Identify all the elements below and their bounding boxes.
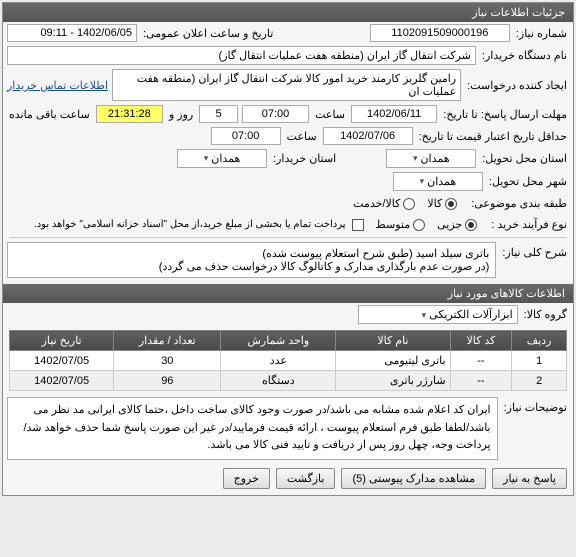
validity-label: حداقل تاریخ اعتبار قیمت تا تاریخ: [417, 130, 569, 143]
radio-goods-label: کالا [427, 197, 442, 210]
need-desc-line2: (در صورت عدم بارگذاری مدارک و کاتالوگ کا… [14, 260, 489, 273]
remaining-days-label: روز و [167, 108, 195, 121]
remaining-suffix: ساعت باقی مانده [7, 108, 92, 121]
panel-title: جزئیات اطلاعات نیاز [3, 3, 573, 22]
row-deadline: مهلت ارسال پاسخ: تا تاریخ: 1402/06/11 سا… [3, 103, 573, 125]
province-buyer-value[interactable]: همدان [177, 149, 267, 168]
deadline-time-label: ساعت [313, 108, 347, 121]
deadline-date: 1402/06/11 [351, 105, 437, 123]
radio-minor-circle [465, 219, 477, 231]
contact-link[interactable]: اطلاعات تماس خریدار [7, 79, 108, 92]
th-4: تعداد / مقدار [114, 331, 221, 351]
city-dest-label: شهر محل تحویل: [487, 175, 569, 188]
need-desc-label: شرح کلی نیاز: [500, 242, 569, 259]
deadline-time: 07:00 [242, 105, 309, 123]
need-no-value: 1102091509000196 [370, 24, 510, 42]
radio-minor-label: جزیی [437, 218, 462, 231]
radio-medium-circle [413, 219, 425, 231]
items-section-header: اطلاعات کالاهای مورد نیاز [3, 284, 573, 303]
attachments-button[interactable]: مشاهده مدارک پیوستی (5) [341, 468, 486, 489]
need-desc-box: باتری سیلد اسید (طبق شرح استعلام پیوست ش… [7, 242, 496, 278]
need-details-panel: جزئیات اطلاعات نیاز شماره نیاز: 11020915… [2, 2, 574, 496]
buyer-org-value: شرکت انتقال گاز ایران (منطقه هفت عملیات … [7, 46, 476, 65]
radio-goods[interactable]: کالا [427, 197, 457, 210]
province-dest-value[interactable]: همدان [386, 149, 476, 168]
th-1: کد کالا [450, 331, 512, 351]
row-notes: توضیحات نیاز: ایران کد اعلام شده مشابه م… [3, 395, 573, 462]
row-process: نوع فرآیند خرید : جزیی متوسط پرداخت تمام… [3, 214, 573, 235]
payment-checkbox[interactable] [352, 219, 364, 231]
table-row[interactable]: 1 -- باتری لیتیومی عدد 30 1402/07/05 [10, 351, 567, 371]
need-no-label: شماره نیاز: [514, 27, 569, 40]
requester-label: ایجاد کننده درخواست: [465, 79, 569, 92]
validity-date: 1402/07/06 [323, 127, 413, 145]
remaining-days: 5 [199, 105, 238, 123]
validity-time: 07:00 [211, 127, 281, 145]
row-validity: حداقل تاریخ اعتبار قیمت تا تاریخ: 1402/0… [3, 125, 573, 147]
group-label: گروه کالا: [522, 308, 569, 321]
need-desc-line1: باتری سیلد اسید (طبق شرح استعلام پیوست ش… [14, 247, 489, 260]
table-header-row: ردیف کد کالا نام کالا واحد شمارش تعداد /… [10, 331, 567, 351]
row-city: شهر محل تحویل: همدان [3, 170, 573, 193]
items-table: ردیف کد کالا نام کالا واحد شمارش تعداد /… [9, 330, 567, 391]
row-group: گروه کالا: ابزارآلات الکتریکی [3, 303, 573, 326]
table-row[interactable]: 2 -- شارژر باتری دستگاه 96 1402/07/05 [10, 371, 567, 391]
separator-1 [9, 237, 567, 238]
notes-label: توضیحات نیاز: [502, 397, 569, 414]
requester-value: رامین گلریز کارمند خرید امور کالا شرکت ا… [112, 69, 461, 101]
th-2: نام کالا [336, 331, 450, 351]
radio-goods-circle [445, 198, 457, 210]
back-button[interactable]: بازگشت [276, 468, 336, 489]
category-label: طبقه بندی موضوعی: [469, 197, 569, 210]
radio-medium[interactable]: متوسط [376, 218, 426, 231]
remaining-time: 21:31:28 [96, 105, 163, 123]
chevron-down-icon [422, 309, 430, 321]
province-dest-label: استان محل تحویل: [480, 152, 569, 165]
row-requester: ایجاد کننده درخواست: رامین گلریز کارمند … [3, 67, 573, 103]
row-need-desc: شرح کلی نیاز: باتری سیلد اسید (طبق شرح ا… [3, 240, 573, 280]
validity-time-label: ساعت [285, 130, 319, 143]
radio-service-circle [403, 198, 415, 210]
row-need-no: شماره نیاز: 1102091509000196 تاریخ و ساع… [3, 22, 573, 44]
notes-box: ایران کد اعلام شده مشابه می باشد/در صورت… [7, 397, 498, 460]
buyer-org-label: نام دستگاه خریدار: [480, 49, 569, 62]
province-buyer-label: استان خریدار: [271, 152, 338, 165]
payment-note: پرداخت تمام یا بخشی از مبلغ خرید،از محل … [32, 219, 348, 230]
th-3: واحد شمارش [221, 331, 336, 351]
radio-minor[interactable]: جزیی [437, 218, 477, 231]
row-category: طبقه بندی موضوعی: کالا کالا/خدمت [3, 193, 573, 214]
radio-medium-label: متوسط [376, 218, 411, 231]
row-buyer-org: نام دستگاه خریدار: شرکت انتقال گاز ایران… [3, 44, 573, 67]
th-0: ردیف [512, 331, 567, 351]
deadline-label: مهلت ارسال پاسخ: تا تاریخ: [441, 108, 569, 121]
city-dest-value[interactable]: همدان [393, 172, 483, 191]
buttons-row: پاسخ به نیاز مشاهده مدارک پیوستی (5) باز… [3, 462, 573, 495]
category-radio-group: کالا کالا/خدمت [345, 195, 465, 212]
process-radio-group: جزیی متوسط [368, 216, 486, 233]
row-province: استان محل تحویل: همدان استان خریدار: همد… [3, 147, 573, 170]
process-label: نوع فرآیند خرید : [489, 218, 569, 231]
radio-service[interactable]: کالا/خدمت [353, 197, 415, 210]
public-announce-label: تاریخ و ساعت اعلان عمومی: [141, 27, 275, 40]
group-value[interactable]: ابزارآلات الکتریکی [358, 305, 518, 324]
th-5: تاریخ نیاز [10, 331, 114, 351]
exit-button[interactable]: خروج [223, 468, 270, 489]
public-announce-value: 1402/06/05 - 09:11 [7, 24, 137, 42]
reply-button[interactable]: پاسخ به نیاز [492, 468, 567, 489]
radio-service-label: کالا/خدمت [353, 197, 400, 210]
